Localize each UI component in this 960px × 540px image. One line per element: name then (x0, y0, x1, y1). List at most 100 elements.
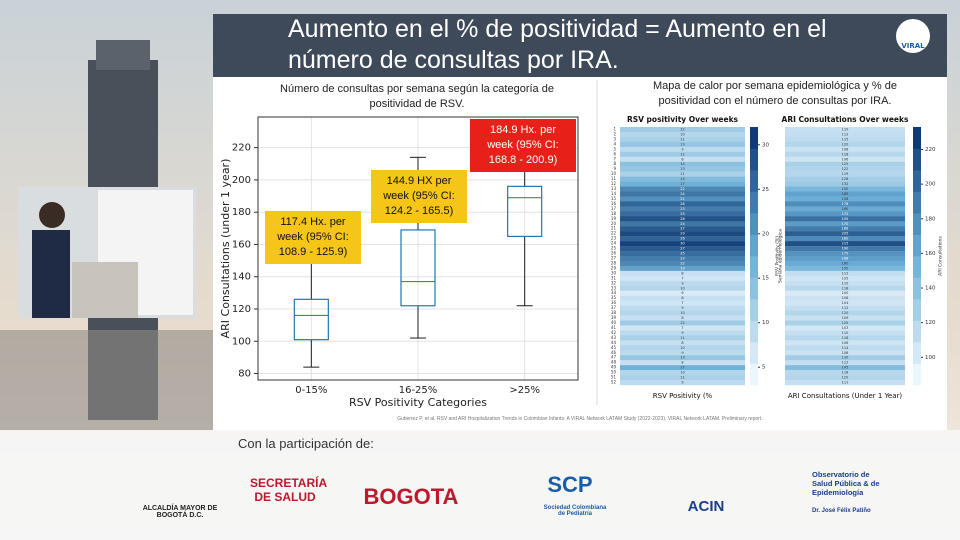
colorbar-step (750, 277, 758, 300)
colorbar-step (913, 191, 921, 214)
colorbar-step (913, 127, 921, 149)
cell-label: 106 (842, 341, 849, 345)
heat-cell (785, 365, 905, 371)
cell-label: 110 (842, 281, 849, 285)
cell-label: 23 (680, 207, 684, 211)
heat-cell (785, 151, 905, 157)
week-label: 28 (611, 260, 617, 265)
colorbar-tick-label: 180 (925, 216, 936, 222)
cell-label: 108 (842, 296, 849, 300)
heat-cell (620, 151, 745, 157)
cell-label: 28 (680, 217, 684, 221)
week-label: 13 (611, 186, 617, 191)
heat-cell (785, 370, 905, 376)
week-label: 22 (611, 231, 617, 236)
cell-label: 7 (681, 326, 683, 330)
cell-label: 112 (842, 361, 849, 365)
colorbar-step (913, 234, 921, 257)
heat-cell (620, 127, 745, 133)
heat-cell (785, 156, 905, 162)
title-band (213, 14, 947, 77)
cell-label: 13 (680, 167, 684, 171)
cell-label: 12 (680, 321, 684, 325)
cell-label: 30 (680, 242, 684, 246)
heat-cell (785, 136, 905, 143)
cell-label: 100 (842, 291, 849, 295)
heat-cell (620, 146, 745, 153)
colorbar-label: ARI Consultations (938, 236, 944, 276)
heat-cell (620, 275, 745, 282)
heat-cell (620, 365, 745, 371)
week-label: 52 (611, 380, 617, 385)
cell-label: 9 (681, 147, 683, 151)
heat-cell (785, 176, 905, 182)
heat-cell (620, 335, 745, 341)
colorbar-step (913, 277, 921, 300)
heat-cell (785, 206, 905, 212)
heatmap-subtitle: RSV positivity Over weeks (627, 115, 739, 124)
cell-label: 8 (681, 361, 683, 365)
colorbar-tick-label: 160 (925, 251, 936, 257)
plot-frame (257, 116, 579, 381)
heatmap: RSV positivity Over weeks121011139128141… (611, 115, 944, 400)
viral-logo (896, 19, 930, 53)
colorbar-tick-label: 100 (925, 355, 936, 361)
cell-label: 106 (842, 157, 849, 161)
heatmap-title: Mapa de calor por semana epidemiológica … (653, 80, 897, 107)
cell-label: 160 (842, 261, 849, 265)
heat-cell (785, 181, 905, 187)
week-label: 32 (611, 280, 617, 285)
y-tick-label: 100 (232, 336, 251, 347)
heat-cell (620, 231, 745, 237)
heat-cell (785, 186, 905, 192)
cell-label: 10 (680, 286, 684, 290)
cell-label: 17 (680, 182, 684, 186)
week-label: 31 (611, 275, 617, 280)
heat-cell (785, 236, 905, 242)
heat-cell (620, 350, 745, 356)
logo-observatorio: Observatorio de Salud Pública & de Epide… (812, 470, 880, 497)
heat-cell (620, 345, 745, 351)
heat-cell (620, 290, 745, 296)
week-label: 19 (611, 216, 617, 221)
week-label: 16 (611, 201, 617, 206)
logo-scp-name: Sociedad Colombiana de Pediatría (543, 505, 607, 517)
cell-label: 150 (842, 187, 849, 191)
cell-label: 13 (680, 356, 684, 360)
week-label: 27 (611, 255, 617, 260)
week-label: 39 (611, 315, 617, 320)
heat-cell (785, 221, 905, 227)
cell-label: 15 (680, 177, 684, 181)
speaker (32, 230, 70, 318)
cell-label: 132 (842, 182, 849, 186)
week-label: 23 (611, 236, 617, 241)
x-axis-label: ARI Consultations (Under 1 Year) (788, 392, 903, 400)
box (400, 229, 436, 307)
cell-label: 120 (842, 311, 849, 315)
heat-cell (620, 176, 745, 182)
cell-label: 158 (842, 197, 849, 201)
y-tick-label: 200 (232, 175, 251, 186)
heat-cell (785, 260, 905, 267)
cell-label: 205 (842, 232, 849, 236)
heat-cell (785, 330, 905, 336)
week-label: 20 (611, 221, 617, 226)
cell-label: 9 (681, 331, 683, 335)
heat-cell (785, 216, 905, 222)
heat-cell (620, 136, 745, 143)
heat-cell (620, 206, 745, 212)
cell-label: 104 (842, 301, 849, 305)
cell-label: 24 (680, 222, 685, 226)
cell-label: 8 (681, 157, 683, 161)
cell-label: 118 (842, 336, 849, 340)
cell-label: 10 (680, 132, 684, 136)
cell-label: 11 (680, 137, 684, 141)
logo-scp: SCP (547, 472, 593, 497)
cell-label: 22 (680, 261, 684, 265)
week-label: 38 (611, 310, 617, 315)
heat-cell (620, 355, 745, 361)
heat-cell (785, 350, 905, 356)
heat-cell (785, 201, 905, 207)
week-label: 25 (611, 246, 617, 251)
heat-cell (785, 256, 905, 262)
